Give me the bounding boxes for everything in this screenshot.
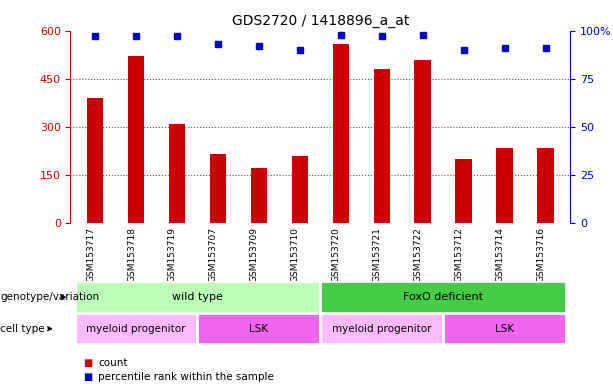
Title: GDS2720 / 1418896_a_at: GDS2720 / 1418896_a_at (232, 14, 409, 28)
Bar (128, 56, 144, 223)
Text: myeloid progenitor: myeloid progenitor (86, 324, 186, 334)
Text: GSM153719: GSM153719 (168, 227, 177, 282)
Bar (251, 168, 267, 223)
Text: GSM153709: GSM153709 (250, 227, 259, 282)
Text: GSM153720: GSM153720 (332, 227, 341, 282)
Bar (497, 147, 512, 223)
Text: GSM153718: GSM153718 (127, 227, 136, 282)
Text: GSM153707: GSM153707 (209, 227, 218, 282)
Text: percentile rank within the sample: percentile rank within the sample (98, 372, 274, 382)
Bar (292, 156, 308, 223)
Bar (414, 60, 431, 223)
Text: genotype/variation: genotype/variation (0, 292, 99, 302)
Bar (210, 154, 226, 223)
Bar (321, 281, 566, 313)
Text: cell type: cell type (0, 324, 45, 334)
Text: GSM153722: GSM153722 (414, 227, 423, 282)
Text: FoxO deficient: FoxO deficient (403, 292, 483, 302)
Bar (538, 147, 554, 223)
Text: myeloid progenitor: myeloid progenitor (332, 324, 432, 334)
Bar (169, 124, 185, 223)
Bar (87, 98, 103, 223)
Text: GSM153721: GSM153721 (373, 227, 382, 282)
Text: ■: ■ (83, 372, 92, 382)
Bar (75, 281, 321, 313)
Bar (197, 313, 321, 344)
Text: GSM153710: GSM153710 (291, 227, 300, 282)
Text: GSM153714: GSM153714 (495, 227, 504, 282)
Text: LSK: LSK (249, 324, 268, 334)
Bar (443, 313, 566, 344)
Text: LSK: LSK (495, 324, 514, 334)
Bar (373, 69, 390, 223)
Bar (455, 159, 472, 223)
Text: count: count (98, 358, 128, 368)
Bar (75, 313, 197, 344)
Text: wild type: wild type (172, 292, 223, 302)
Text: ■: ■ (83, 358, 92, 368)
Text: GSM153712: GSM153712 (455, 227, 463, 282)
Text: GSM153717: GSM153717 (86, 227, 95, 282)
Text: GSM153716: GSM153716 (536, 227, 546, 282)
Bar (333, 43, 349, 223)
Bar (321, 313, 443, 344)
